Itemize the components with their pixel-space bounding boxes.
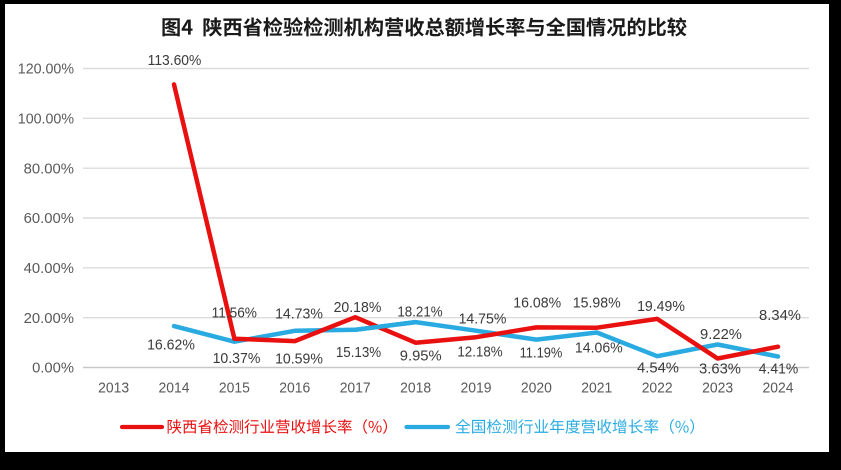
svg-text:15.13%: 15.13%	[336, 345, 381, 361]
svg-text:2014: 2014	[159, 381, 190, 397]
svg-text:20.18%: 20.18%	[334, 300, 382, 316]
svg-text:2020: 2020	[521, 381, 552, 397]
svg-text:2021: 2021	[581, 381, 612, 397]
svg-text:20.00%: 20.00%	[24, 311, 74, 327]
svg-text:4.41%: 4.41%	[759, 362, 798, 378]
svg-text:2013: 2013	[98, 381, 129, 397]
svg-text:40.00%: 40.00%	[24, 261, 74, 277]
svg-text:4.54%: 4.54%	[637, 361, 679, 377]
svg-text:12.18%: 12.18%	[457, 344, 502, 360]
svg-text:60.00%: 60.00%	[24, 211, 74, 227]
svg-text:2019: 2019	[461, 381, 492, 397]
svg-text:10.37%: 10.37%	[213, 351, 261, 367]
svg-text:14.73%: 14.73%	[275, 306, 323, 322]
svg-text:2018: 2018	[400, 381, 431, 397]
svg-text:16.08%: 16.08%	[513, 295, 561, 311]
svg-text:113.60%: 113.60%	[148, 53, 202, 69]
svg-text:14.06%: 14.06%	[575, 341, 623, 357]
svg-text:2024: 2024	[763, 381, 794, 397]
svg-text:19.49%: 19.49%	[637, 299, 685, 315]
svg-text:9.22%: 9.22%	[700, 327, 742, 343]
svg-text:10.59%: 10.59%	[275, 351, 323, 367]
svg-text:0.00%: 0.00%	[32, 361, 74, 377]
svg-text:80.00%: 80.00%	[24, 161, 74, 177]
svg-text:15.98%: 15.98%	[573, 295, 621, 311]
svg-text:2015: 2015	[219, 381, 250, 397]
svg-text:2022: 2022	[642, 381, 673, 397]
svg-text:11.19%: 11.19%	[520, 345, 563, 361]
svg-text:8.34%: 8.34%	[759, 308, 801, 324]
svg-text:100.00%: 100.00%	[18, 112, 74, 128]
svg-text:9.95%: 9.95%	[400, 348, 442, 364]
svg-text:2016: 2016	[279, 381, 310, 397]
svg-text:11.56%: 11.56%	[212, 305, 257, 321]
svg-text:2023: 2023	[702, 381, 733, 397]
svg-text:18.21%: 18.21%	[397, 305, 442, 321]
svg-text:14.75%: 14.75%	[459, 311, 507, 327]
svg-text:3.63%: 3.63%	[699, 362, 741, 378]
svg-text:120.00%: 120.00%	[18, 62, 74, 78]
svg-text:16.62%: 16.62%	[147, 337, 195, 353]
svg-text:2017: 2017	[340, 381, 371, 397]
